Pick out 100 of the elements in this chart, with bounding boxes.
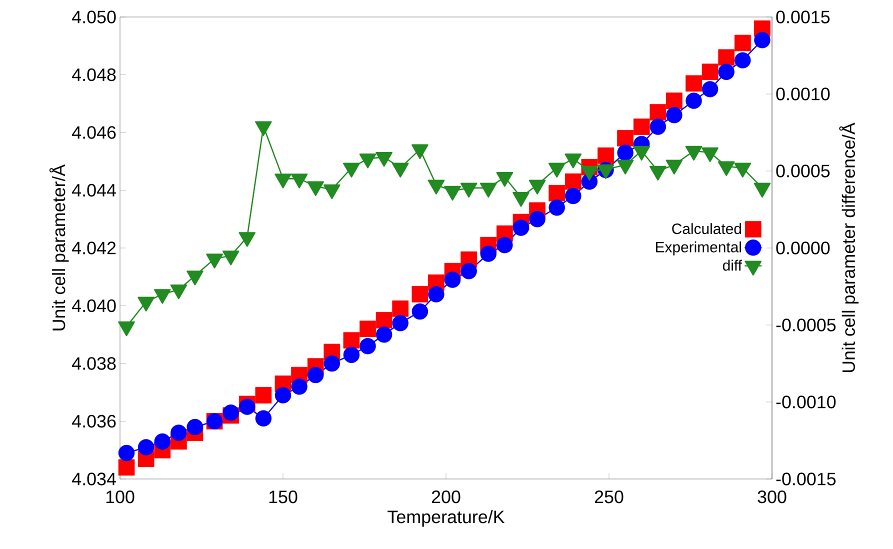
point [734, 52, 751, 68]
point [734, 34, 751, 52]
point [528, 180, 546, 194]
point [650, 118, 666, 135]
point [564, 154, 582, 168]
point [274, 387, 292, 404]
point [754, 32, 770, 48]
point [512, 220, 530, 236]
point [581, 166, 598, 181]
point [291, 378, 308, 395]
point [359, 154, 376, 168]
point [186, 270, 204, 286]
point [686, 92, 702, 109]
y-tick-label: 4.050 [72, 10, 116, 24]
y2-tick-label: 0.0000 [776, 242, 830, 254]
y-tick-label: 4.044 [72, 184, 116, 197]
point [754, 182, 771, 198]
x-tick-label: 200 [432, 490, 460, 504]
y-tick-label: 4.038 [72, 357, 116, 370]
point [444, 186, 461, 201]
y2-axis-title: Unit cell parameter difference/Å [839, 122, 859, 372]
point [307, 181, 324, 196]
point [360, 338, 376, 354]
point [392, 314, 408, 332]
y-axis-title: Unit cell parameter/Å [49, 164, 69, 330]
point [290, 174, 308, 188]
point [617, 144, 634, 161]
point [343, 332, 360, 349]
point [343, 162, 360, 178]
x-tick-label: 100 [106, 490, 134, 504]
point [666, 92, 682, 109]
y-tick-label: 4.048 [72, 68, 116, 82]
point [548, 162, 566, 178]
point [376, 312, 392, 328]
point [718, 161, 735, 176]
point [118, 321, 135, 336]
y-tick-label: 4.042 [72, 242, 116, 254]
point [154, 433, 170, 450]
point [686, 75, 702, 92]
point [255, 387, 272, 404]
point [170, 284, 188, 300]
point [529, 211, 546, 228]
point [412, 303, 428, 320]
point [428, 180, 445, 194]
legend-label: Experimental [656, 241, 741, 256]
point [444, 272, 461, 288]
point [702, 64, 718, 80]
point [616, 160, 634, 174]
y-tick-label: 4.034 [72, 472, 116, 486]
point [118, 459, 135, 476]
point [206, 254, 223, 268]
point [718, 64, 734, 80]
y2-tick-label: -0.0010 [776, 396, 836, 408]
point [138, 296, 154, 312]
point [343, 346, 360, 363]
point [617, 130, 634, 146]
point [255, 121, 272, 136]
point [734, 162, 752, 178]
x-tick-label: 250 [594, 490, 624, 504]
point [324, 355, 340, 372]
point [650, 104, 666, 120]
legend-label: diff [722, 260, 742, 271]
point [154, 289, 171, 304]
point [376, 326, 392, 343]
point [222, 250, 240, 266]
point [702, 147, 718, 162]
y2-tick-label: -0.0015 [776, 472, 836, 486]
point [460, 262, 477, 280]
y2-tick-label: 0.0010 [776, 88, 830, 100]
point [565, 188, 582, 204]
point [412, 286, 428, 302]
point [598, 147, 614, 164]
point [238, 232, 256, 247]
y-tick-label: 4.036 [72, 414, 116, 428]
point [633, 118, 650, 135]
y2-tick-label: -0.0005 [776, 318, 836, 332]
x-axis-title: Temperature/K [388, 510, 505, 527]
point [702, 81, 718, 98]
point [428, 286, 444, 302]
point [186, 418, 204, 436]
point [512, 192, 530, 207]
point [118, 444, 135, 462]
point [480, 246, 497, 262]
point [222, 404, 239, 421]
y2-tick-label: 0.0015 [776, 10, 830, 24]
point [307, 366, 324, 384]
point [323, 184, 340, 200]
point [170, 424, 187, 441]
point [392, 162, 409, 178]
point [633, 146, 650, 161]
point [649, 166, 666, 181]
point [718, 49, 735, 66]
point [685, 146, 702, 161]
point [460, 182, 478, 198]
point [274, 174, 292, 188]
point [376, 152, 392, 167]
legend-label: Calculated [672, 223, 742, 234]
point [496, 236, 513, 254]
y2-tick-label: 0.0005 [776, 164, 830, 178]
point [239, 398, 256, 415]
